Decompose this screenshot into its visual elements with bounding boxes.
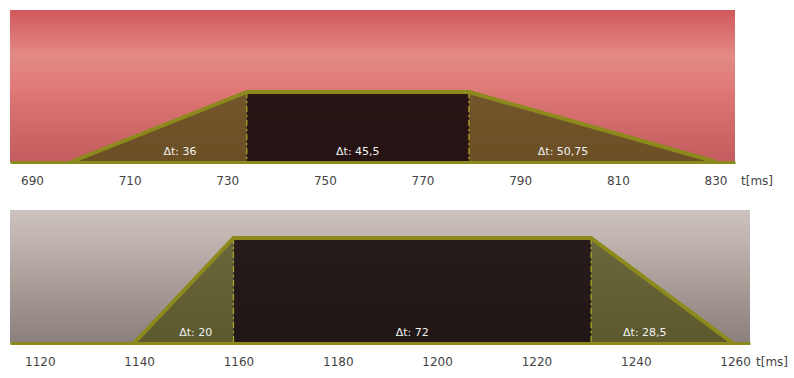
segment-divider (590, 238, 591, 343)
annotation: Δt: 20 (179, 326, 212, 339)
x-tick: 1260 (720, 343, 751, 369)
x-tick-label: 770 (412, 174, 435, 188)
x-tick: 1220 (522, 343, 553, 369)
x-tick-label: 1140 (124, 355, 155, 369)
x-tick-label: 1240 (621, 355, 652, 369)
x-tick: 1120 (25, 343, 56, 369)
x-tick: 690 (21, 162, 44, 188)
x-tick: 1240 (621, 343, 652, 369)
x-axis-title: t[ms] (741, 174, 773, 188)
x-tick: 790 (509, 162, 532, 188)
profile-line (134, 238, 732, 343)
x-tick-label: 1160 (224, 355, 255, 369)
x-tick: 1140 (124, 343, 155, 369)
plateau-region (233, 238, 591, 343)
x-tick-label: 790 (509, 174, 532, 188)
annotation: Δt: 36 (163, 145, 196, 158)
x-tick: 1180 (323, 343, 354, 369)
plot-area (134, 238, 732, 343)
annotation: Δt: 50,75 (538, 145, 589, 158)
x-tick: 830 (705, 162, 728, 188)
segment-divider (233, 238, 234, 343)
annotation: Δt: 72 (396, 326, 429, 339)
x-tick: 770 (412, 162, 435, 188)
panel (10, 10, 735, 162)
x-tick-label: 1180 (323, 355, 354, 369)
x-tick-label: 830 (705, 174, 728, 188)
panel-background (10, 10, 735, 162)
annotation: Δt: 45,5 (336, 145, 380, 158)
x-tick-label: 1120 (25, 355, 56, 369)
x-tick-label: 1220 (522, 355, 553, 369)
segment-divider (468, 92, 469, 162)
x-axis-line (11, 342, 751, 345)
x-tick: 1160 (224, 343, 255, 369)
x-axis-line (11, 161, 736, 164)
x-tick: 1200 (422, 343, 453, 369)
x-tick-label: 1260 (720, 355, 751, 369)
x-tick-label: 710 (119, 174, 142, 188)
plateau-region (247, 92, 469, 162)
x-tick: 710 (119, 162, 142, 188)
x-axis-title: t[ms] (756, 355, 788, 369)
chart-root: 690 710 730 750 770 790 810 830 t[ms] Δt: 36 Δt: 4… (0, 0, 794, 378)
x-tick-label: 730 (216, 174, 239, 188)
segment-divider (246, 92, 247, 162)
x-axis: 1120 1140 1160 1180 1200 1220 1240 1260 (11, 343, 751, 369)
panel-background (10, 210, 750, 343)
x-axis: 690 710 730 750 770 790 810 830 (11, 162, 736, 188)
x-tick-label: 750 (314, 174, 337, 188)
panel (10, 210, 750, 343)
x-tick: 750 (314, 162, 337, 188)
x-tick-label: 690 (21, 174, 44, 188)
profile-line (71, 92, 717, 162)
plot-area (71, 92, 717, 162)
x-tick: 730 (216, 162, 239, 188)
annotation: Δt: 28,5 (623, 326, 667, 339)
x-tick: 810 (607, 162, 630, 188)
x-tick-label: 1200 (422, 355, 453, 369)
x-tick-label: 810 (607, 174, 630, 188)
